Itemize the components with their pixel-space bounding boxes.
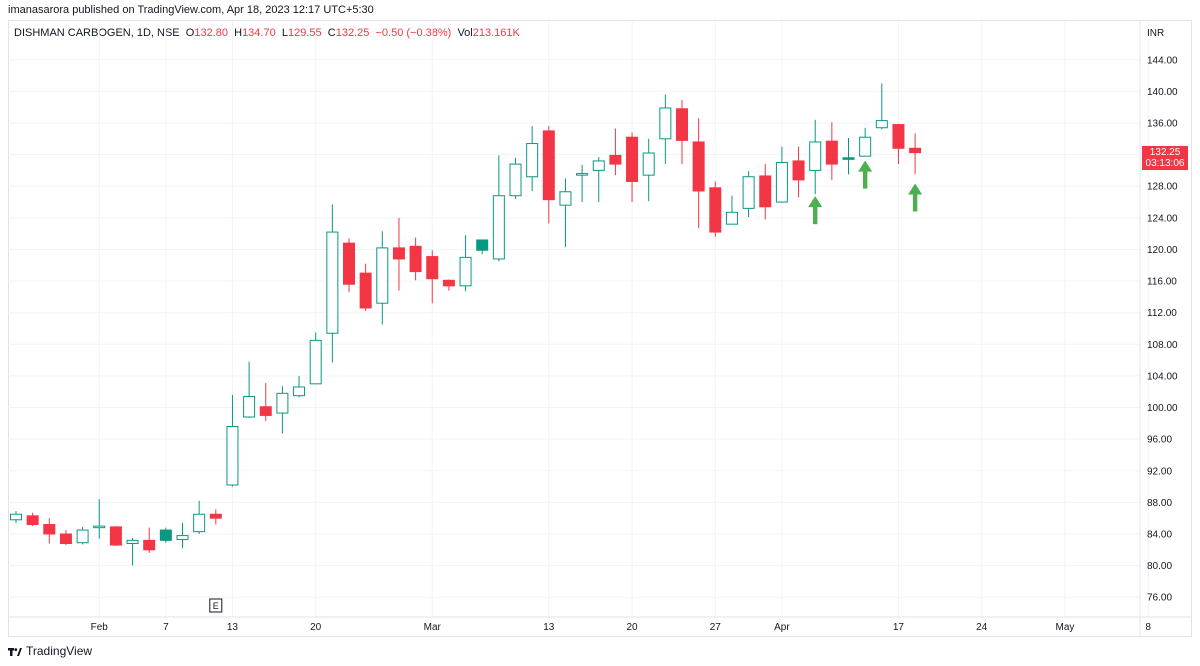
high-value: 134.70 <box>242 27 276 39</box>
symbol-legend[interactable]: DISHMAN CARBOGEN, 1D, NSE O132.80 H134.7… <box>14 27 520 39</box>
bar-countdown: 03:13:06 <box>1145 158 1185 169</box>
footer-brand[interactable]: TradingView <box>8 644 92 658</box>
last-price-tag: 132.25 03:13:06 <box>1142 146 1188 170</box>
volume-label: Vol <box>457 27 473 39</box>
change-value: −0.50 (−0.38%) <box>375 27 452 39</box>
publisher-line: imanasarora published on TradingView.com… <box>8 4 374 16</box>
footer-brand-name: TradingView <box>26 644 93 658</box>
open-value: 132.80 <box>194 27 228 39</box>
symbol-name[interactable]: DISHMAN CARBOGEN, 1D, NSE <box>14 27 180 39</box>
tradingview-logo-icon <box>8 646 22 656</box>
low-label: L <box>281 27 288 39</box>
volume-value: 213.161K <box>472 27 520 39</box>
high-label: H <box>234 27 243 39</box>
chart-frame[interactable] <box>8 20 1192 637</box>
close-value: 132.25 <box>335 27 370 39</box>
last-price: 132.25 <box>1149 147 1181 158</box>
close-label: C <box>327 27 336 39</box>
open-label: O <box>185 27 195 39</box>
low-value: 129.55 <box>287 27 322 39</box>
